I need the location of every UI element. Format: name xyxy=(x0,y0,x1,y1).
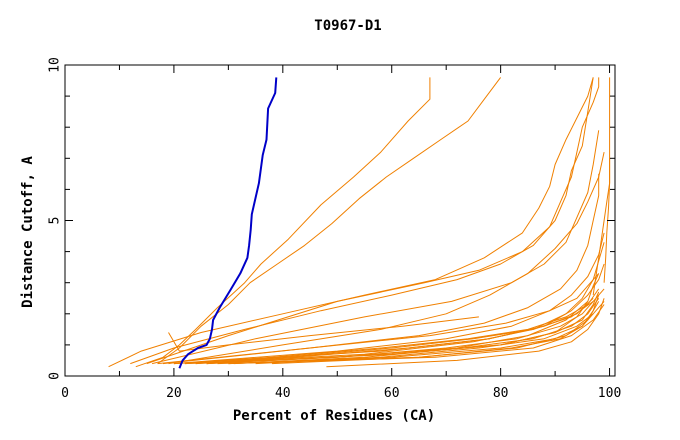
series-line xyxy=(206,291,600,365)
series-line xyxy=(146,77,600,365)
x-tick-label: 20 xyxy=(166,386,182,401)
series-line xyxy=(271,294,600,365)
series-line xyxy=(108,77,594,368)
x-tick-label: 100 xyxy=(598,386,621,401)
y-tick-labels: 0 5 10 xyxy=(48,57,63,380)
y-tick-label: 5 xyxy=(48,217,63,225)
series-line xyxy=(206,301,594,365)
x-axis-label: Percent of Residues (CA) xyxy=(233,408,435,424)
series-line xyxy=(592,77,611,296)
series-line xyxy=(255,301,605,365)
x-tick-label: 0 xyxy=(61,386,69,401)
series-line xyxy=(157,77,502,365)
series-line xyxy=(151,130,600,365)
x-tick-labels: 0 20 40 60 80 100 xyxy=(61,386,621,401)
series-line xyxy=(206,297,594,365)
series-lines xyxy=(108,77,611,369)
series-line xyxy=(326,298,605,368)
y-axis-label: Distance Cutoff, A xyxy=(20,156,36,308)
axis-ticks xyxy=(64,64,615,377)
series-line xyxy=(162,173,600,365)
y-tick-label: 0 xyxy=(48,372,63,380)
series-line xyxy=(130,77,594,365)
series-line xyxy=(233,298,600,365)
x-tick-label: 40 xyxy=(275,386,291,401)
series-line xyxy=(135,77,431,368)
chart-title: T0967-D1 xyxy=(314,18,381,34)
y-tick-label: 10 xyxy=(48,57,63,73)
series-line-highlight xyxy=(178,77,278,369)
series-line xyxy=(195,288,605,365)
series-line xyxy=(157,273,600,365)
x-tick-label: 60 xyxy=(384,386,400,401)
series-line xyxy=(168,151,605,365)
x-tick-label: 80 xyxy=(493,386,509,401)
series-line xyxy=(168,316,479,352)
